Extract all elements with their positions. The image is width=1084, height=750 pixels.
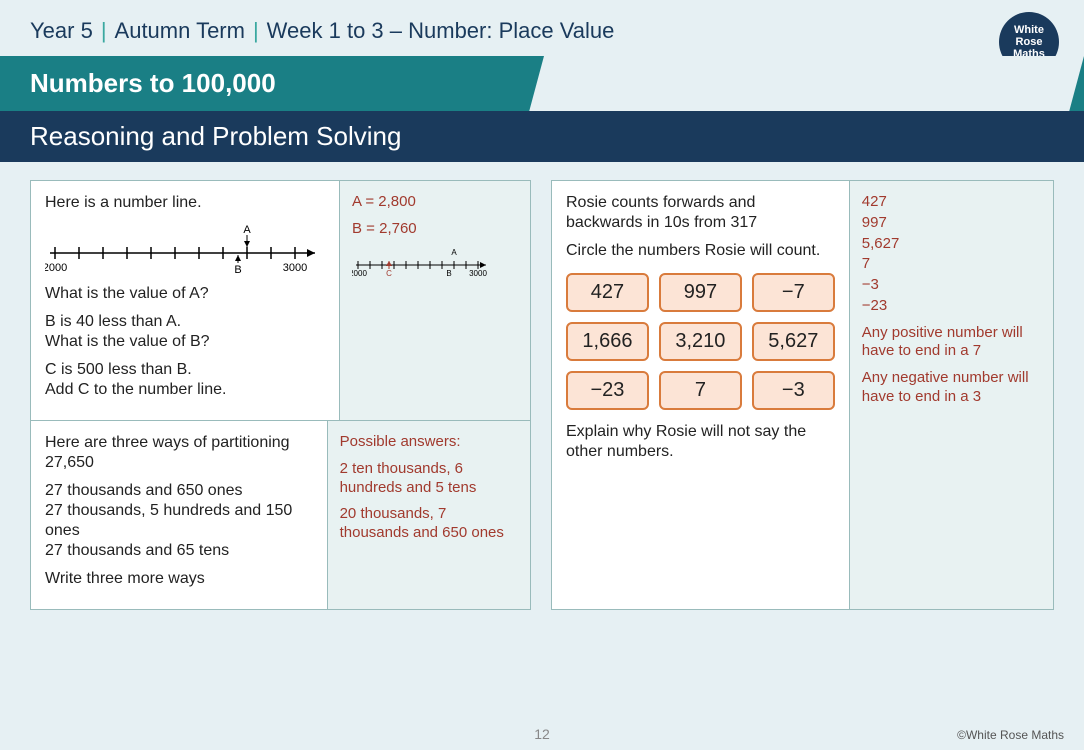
question-3: Rosie counts forwards and backwards in 1… (552, 181, 850, 609)
num-box: 5,627 (752, 322, 835, 361)
q2-p3: 27 thousands and 65 tens (45, 542, 229, 559)
q1-intro: Here is a number line. (45, 193, 325, 213)
number-line-small-icon: 2000 3000 A B C (352, 247, 492, 277)
q3-task: Explain why Rosie will not say the other… (566, 422, 835, 462)
page-number: 12 (0, 726, 1084, 742)
a2-p1: 2 ten thousands, 6 hundreds and 5 tens (340, 460, 518, 498)
term-label: Autumn Term (115, 18, 245, 44)
svg-text:B: B (234, 264, 241, 273)
question-row-2: Here are three ways of partitioning 27,6… (30, 421, 531, 610)
a2-p2: 20 thousands, 7 thousands and 650 ones (340, 505, 518, 543)
a3-exp2: Any negative number will have to end in … (862, 369, 1041, 407)
page-title: Numbers to 100,000 (0, 56, 1084, 111)
q1-b2: What is the value of B? (45, 333, 210, 350)
svg-text:A: A (243, 224, 251, 236)
answer-2: Possible answers: 2 ten thousands, 6 hun… (328, 421, 530, 609)
svg-text:A: A (451, 248, 457, 257)
answer-3: 427 997 5,627 7 −3 −23 Any positive numb… (850, 181, 1053, 609)
title-band-teal: Numbers to 100,000 (0, 56, 1084, 111)
year-label: Year 5 (30, 18, 93, 44)
question-row-1: Here is a number line. 2000 3000 A (30, 180, 531, 421)
a3-exp1: Any positive number will have to end in … (862, 324, 1041, 362)
q3-intro1: Rosie counts forwards and backwards in 1… (566, 193, 835, 233)
a3-n: 427 (862, 193, 1041, 212)
svg-text:3000: 3000 (283, 262, 307, 273)
num-box: −23 (566, 371, 649, 410)
logo-line: Rose (1016, 36, 1043, 48)
q1-c2: Add C to the number line. (45, 381, 226, 398)
num-box: 7 (659, 371, 742, 410)
svg-text:2000: 2000 (352, 269, 367, 277)
q2-p1: 27 thousands and 650 ones (45, 482, 243, 499)
title-band-navy: Reasoning and Problem Solving (0, 111, 1084, 162)
num-box: 1,666 (566, 322, 649, 361)
a2-header: Possible answers: (340, 433, 518, 452)
q1-a: What is the value of A? (45, 284, 325, 304)
svg-text:B: B (446, 269, 451, 277)
breadcrumb: Year 5 | Autumn Term | Week 1 to 3 – Num… (0, 0, 1084, 56)
num-box: 997 (659, 273, 742, 312)
right-column: Rosie counts forwards and backwards in 1… (551, 180, 1054, 610)
a3-n: 997 (862, 214, 1041, 233)
num-box: −3 (752, 371, 835, 410)
a1-b: B = 2,760 (352, 220, 518, 239)
question-1: Here is a number line. 2000 3000 A (31, 181, 340, 420)
week-label: Week 1 to 3 – Number: Place Value (267, 18, 615, 44)
left-column: Here is a number line. 2000 3000 A (30, 180, 531, 610)
a3-n: 5,627 (862, 235, 1041, 254)
q2-intro: Here are three ways of partitioning 27,6… (45, 433, 313, 473)
answer-1: A = 2,800 B = 2,760 2000 3000 A (340, 181, 530, 420)
svg-text:3000: 3000 (469, 269, 487, 277)
copyright: ©White Rose Maths (957, 728, 1064, 742)
number-line-icon: 2000 3000 A B (45, 223, 325, 273)
separator: | (101, 18, 107, 44)
logo-line: White (1014, 24, 1044, 36)
svg-text:2000: 2000 (45, 262, 67, 273)
number-grid: 427 997 −7 1,666 3,210 5,627 −23 7 −3 (566, 273, 835, 410)
a3-n: −3 (862, 276, 1041, 295)
question-2: Here are three ways of partitioning 27,6… (31, 421, 328, 609)
q2-p2: 27 thousands, 5 hundreds and 150 ones (45, 502, 292, 539)
a1-a: A = 2,800 (352, 193, 518, 212)
separator: | (253, 18, 259, 44)
svg-text:C: C (386, 269, 392, 277)
a3-n: 7 (862, 255, 1041, 274)
q2-task: Write three more ways (45, 569, 313, 589)
content-area: Here is a number line. 2000 3000 A (0, 162, 1084, 620)
q1-c1: C is 500 less than B. (45, 361, 192, 378)
num-box: 3,210 (659, 322, 742, 361)
num-box: 427 (566, 273, 649, 312)
q1-b1: B is 40 less than A. (45, 313, 181, 330)
num-box: −7 (752, 273, 835, 312)
a3-n: −23 (862, 297, 1041, 316)
q3-intro2: Circle the numbers Rosie will count. (566, 241, 835, 261)
